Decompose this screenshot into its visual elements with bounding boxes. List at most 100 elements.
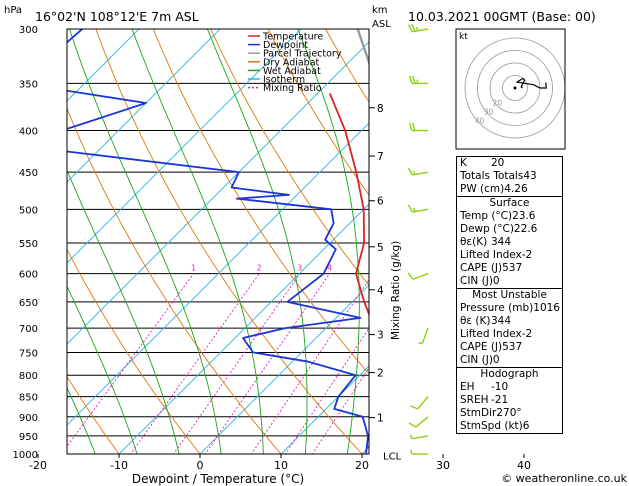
surface-label: θε(K) <box>460 236 488 248</box>
dry-adiabat-line <box>95 29 363 454</box>
legend-label: Temperature <box>262 32 323 43</box>
most-unstable-value: 0 <box>492 354 500 366</box>
pressure-tick-label: 950 <box>19 432 38 443</box>
wet-adiabat-line <box>67 169 180 454</box>
wind-barb-feather <box>412 207 416 212</box>
hodograph-stat-value: -10 <box>491 381 509 393</box>
wind-barb-feather <box>415 26 419 32</box>
surface-label: Lifted Index <box>460 249 522 261</box>
footer-credit: © weatheronline.co.uk <box>501 472 627 485</box>
most-unstable-label: CAPE (J) <box>460 341 503 353</box>
surface-row: Lifted Index -2 <box>457 249 562 262</box>
wind-barb <box>407 167 429 176</box>
x-tick-label: 20 <box>355 459 369 472</box>
hodograph-ring <box>502 75 528 101</box>
lcl-label: LCL <box>383 451 402 462</box>
most-unstable-label: Pressure (mb) <box>460 302 534 314</box>
profiles: 1 2 3 4 6 8 10 15 20 25 <box>67 29 436 454</box>
x-tick-label: -20 <box>29 459 47 472</box>
mixing-ratio-label: 8 <box>403 264 408 273</box>
wind-barb-feather <box>411 122 416 131</box>
location-title: 16°02'N 108°12'E 7m ASL <box>35 9 199 24</box>
hodograph-trace <box>515 77 547 89</box>
x-tick-label: -10 <box>110 459 128 472</box>
surface-value: 22.6 <box>513 223 538 235</box>
wind-barb-feather <box>408 422 417 428</box>
pressure-tick-label: 650 <box>19 298 38 309</box>
wind-barbs <box>407 23 429 455</box>
most-unstable-value: 344 <box>491 315 512 327</box>
hodograph-stat-row: SREH -21 <box>457 394 562 407</box>
index-row: PW (cm) 4.26 <box>457 183 562 196</box>
wind-barb-feather <box>409 434 413 440</box>
most-unstable-row: Lifted Index -2 <box>457 328 562 341</box>
dry-adiabat-line <box>67 107 282 454</box>
wet-adiabat-line <box>297 29 360 454</box>
height-tick-label: 8 <box>377 103 384 115</box>
hodograph-stat-value: 270° <box>496 407 522 419</box>
wet-adiabat-line <box>69 29 222 454</box>
wind-barb-feather <box>407 272 414 280</box>
mixing-ratio-label: 6 <box>371 264 376 273</box>
isotherm-line <box>67 122 369 426</box>
surface-title: Surface <box>489 197 530 209</box>
surface-label: CAPE (J) <box>460 262 503 274</box>
pressure-tick-label: 450 <box>19 168 38 179</box>
wet-adiabat-line <box>131 29 264 454</box>
mixing-ratio-line <box>204 273 330 454</box>
surface-value: 537 <box>502 262 523 274</box>
pressure-tick-label: 550 <box>19 239 38 250</box>
x-tick-label: 10 <box>274 459 288 472</box>
wind-barb-shaft <box>412 273 429 280</box>
wind-barb <box>410 449 428 455</box>
wind-barb-feather <box>411 75 416 84</box>
pressure-tick-label: 500 <box>19 205 38 216</box>
mixing-ratio-line <box>172 273 301 454</box>
wind-barb <box>408 75 428 85</box>
mixing-ratio-label: 2 <box>257 264 262 273</box>
hodograph-stat-value: -21 <box>491 394 509 406</box>
wind-barb-feather <box>410 449 413 455</box>
wind-barb <box>410 396 429 410</box>
most-unstable-row: Pressure (mb) 1016 <box>457 302 562 315</box>
index-label: PW (cm) <box>460 183 505 195</box>
wet-adiabat-line <box>206 29 308 454</box>
dry-adiabat-line <box>67 248 201 454</box>
isotherm-line <box>67 29 221 183</box>
index-value: 20 <box>491 157 505 169</box>
hodograph-center <box>513 86 517 90</box>
wet-adiabat-line <box>67 386 96 454</box>
index-label: Totals Totals <box>460 170 524 182</box>
index-row: K 20 <box>457 157 562 170</box>
wind-barb-feather <box>410 405 418 410</box>
background-lines <box>67 17 629 471</box>
most-unstable-label: CIN (J) <box>460 354 493 366</box>
isotherm-line <box>588 17 629 471</box>
wind-barb-feather <box>408 122 413 131</box>
legend-label: Wet Adiabat <box>263 66 321 77</box>
hodograph-stat-row: EH -10 <box>457 381 562 394</box>
mixing-ratio-line <box>67 273 194 448</box>
x-tick-label: 0 <box>197 459 204 472</box>
pressure-tick-label: 850 <box>19 393 38 404</box>
wind-barb-feather <box>407 24 413 33</box>
mixing-ratio-label: 3 <box>297 264 302 273</box>
wind-barb <box>408 122 428 132</box>
most-unstable-row: CIN (J) 0 <box>457 354 562 367</box>
x-tick-label: 40 <box>517 459 531 472</box>
surface-value: 0 <box>492 275 500 287</box>
x-tick-label: 30 <box>436 459 450 472</box>
dry-adiabat-line <box>67 375 120 454</box>
hodograph-unit: kt <box>459 32 468 42</box>
legend-label: Isotherm <box>263 75 305 86</box>
most-unstable-value: -2 <box>521 328 533 340</box>
temperature-line <box>328 93 369 317</box>
hodograph-ring-label: 20 <box>493 99 503 108</box>
height-tick-label: 3 <box>377 330 384 342</box>
hodograph-stat-row: StmSpd (kt) 6 <box>457 420 562 433</box>
dry-adiabat-line <box>210 29 369 287</box>
wind-barb-shaft <box>417 396 429 410</box>
wind-barb <box>407 23 429 33</box>
mixing-ratio-label: 10 <box>426 264 436 273</box>
